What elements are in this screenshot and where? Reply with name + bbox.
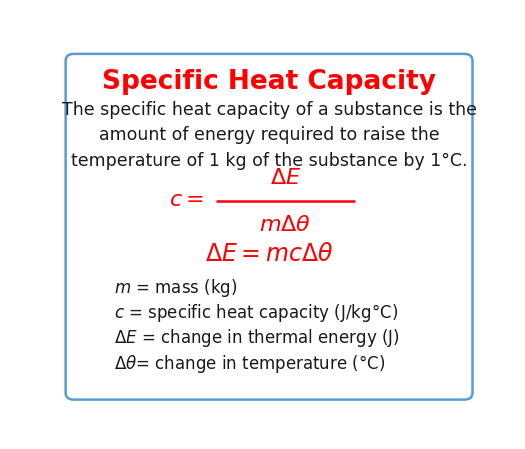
- Text: amount of energy required to raise the: amount of energy required to raise the: [99, 127, 439, 145]
- Text: $m\Delta\theta$: $m\Delta\theta$: [259, 215, 311, 235]
- Text: $c = $: $c = $: [169, 190, 204, 210]
- Text: $\Delta E$: $\Delta E$: [270, 167, 301, 188]
- FancyBboxPatch shape: [66, 54, 472, 400]
- Text: Specific Heat Capacity: Specific Heat Capacity: [102, 70, 436, 96]
- Text: $\Delta E$ = change in thermal energy (J): $\Delta E$ = change in thermal energy (J…: [114, 327, 400, 349]
- Text: The specific heat capacity of a substance is the: The specific heat capacity of a substanc…: [61, 101, 477, 119]
- Text: $\Delta E = mc\Delta\theta$: $\Delta E = mc\Delta\theta$: [205, 242, 333, 266]
- Text: temperature of 1 kg of the substance by 1°C.: temperature of 1 kg of the substance by …: [71, 152, 467, 171]
- Text: $\Delta\theta$= change in temperature (°C): $\Delta\theta$= change in temperature (°…: [114, 352, 386, 374]
- Text: $m$ = mass (kg): $m$ = mass (kg): [114, 277, 238, 299]
- Text: $c$ = specific heat capacity (J/kg°C): $c$ = specific heat capacity (J/kg°C): [114, 302, 398, 324]
